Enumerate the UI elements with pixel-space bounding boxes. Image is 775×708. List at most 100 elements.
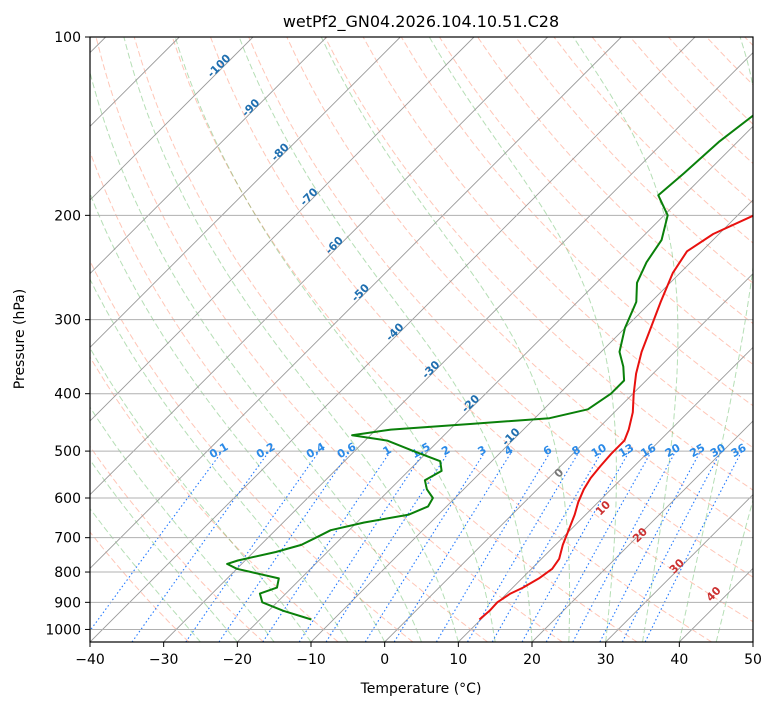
isotherm-line bbox=[90, 37, 622, 569]
mixing-ratio-line bbox=[572, 450, 677, 642]
x-tick-label: −30 bbox=[149, 652, 179, 668]
x-axis-ticks: −40 −30 −20 −10 0 10 20 30 40 50 bbox=[75, 642, 762, 668]
plot-frame bbox=[89, 36, 754, 643]
y-tick-label: 800 bbox=[54, 565, 81, 581]
isotherm-line bbox=[605, 494, 753, 642]
mixing-ratio-label: 0.6 bbox=[335, 440, 359, 461]
x-tick-label: 30 bbox=[597, 652, 615, 668]
mixing-ratio-line bbox=[644, 450, 743, 642]
dry-adiabat bbox=[400, 37, 753, 407]
dry-adiabat bbox=[744, 37, 753, 47]
isotherm-line bbox=[90, 37, 327, 275]
mixing-ratio-line bbox=[393, 450, 513, 642]
x-tick-label: 40 bbox=[670, 652, 688, 668]
profile-series bbox=[226, 114, 753, 621]
isotherm-line bbox=[90, 37, 475, 422]
isotherm-line bbox=[679, 567, 753, 642]
y-tick-label: 700 bbox=[54, 531, 81, 547]
dry-adiabat bbox=[515, 37, 753, 284]
x-tick-label: −20 bbox=[223, 652, 253, 668]
isotherm-label: -90 bbox=[239, 96, 262, 119]
mixing-ratio-label: 36 bbox=[729, 441, 749, 460]
y-tick-label: 300 bbox=[54, 313, 81, 329]
dry-adiabat bbox=[210, 37, 753, 623]
y-axis-ticks: 100 200 300 400 500 600 700 800 900 1000 bbox=[45, 30, 90, 638]
isotherm-line bbox=[384, 273, 753, 642]
mixing-ratio-label: 0.4 bbox=[304, 440, 328, 461]
mixing-ratio-line bbox=[545, 450, 653, 642]
mixing-ratio-line bbox=[325, 450, 450, 642]
isotherm-line bbox=[90, 37, 696, 642]
y-tick-label: 900 bbox=[54, 595, 81, 611]
moist-adiabat bbox=[90, 406, 275, 642]
isotherm-line bbox=[90, 37, 254, 201]
moist-adiabat bbox=[90, 507, 201, 642]
dry-adiabat bbox=[668, 37, 753, 125]
mixing-ratio-line bbox=[131, 450, 270, 642]
x-tick-label: 10 bbox=[449, 652, 467, 668]
isotherm-label: -100 bbox=[205, 51, 234, 80]
pressure-grid bbox=[90, 37, 753, 630]
mixing-ratio-line bbox=[262, 450, 392, 642]
mixing-ratio-label: 10 bbox=[589, 441, 609, 460]
dry-adiabat bbox=[90, 531, 190, 642]
isotherm-label: -80 bbox=[269, 140, 292, 163]
mixing-ratio-label: 6 bbox=[541, 443, 554, 458]
isotherm-label: -20 bbox=[459, 392, 482, 415]
mixing-ratio-label: 20 bbox=[663, 441, 683, 460]
moist-adiabat bbox=[572, 37, 679, 642]
dry-adiabat bbox=[90, 259, 414, 642]
isotherm-line bbox=[752, 641, 753, 642]
moist-adiabat bbox=[320, 37, 571, 642]
mixing-ratio-line bbox=[435, 450, 552, 642]
mixing-ratio-label: 4 bbox=[502, 443, 515, 458]
mixing-ratio-line bbox=[218, 450, 351, 642]
dewpoint-line bbox=[226, 114, 753, 621]
y-tick-label: 400 bbox=[54, 387, 81, 403]
x-tick-label: −40 bbox=[75, 652, 105, 668]
dry-adiabat bbox=[95, 37, 563, 642]
isotherm-line bbox=[531, 420, 753, 642]
isotherm-line bbox=[237, 125, 753, 642]
y-axis-label: Pressure (hPa) bbox=[12, 289, 28, 389]
moist-adiabat bbox=[238, 37, 533, 642]
temperature-line bbox=[478, 214, 753, 621]
moist-adiabat bbox=[428, 37, 617, 642]
isotherm-label: -10 bbox=[499, 425, 522, 448]
moist-adiabat bbox=[90, 347, 312, 642]
mixing-ratio-label: 13 bbox=[616, 441, 636, 460]
mixing-ratio-label: 25 bbox=[688, 441, 708, 460]
moist-adiabat bbox=[90, 459, 238, 642]
chart-title: wetPf2_GN04.2026.104.10.51.C28 bbox=[283, 12, 559, 32]
moist-adiabat bbox=[90, 70, 422, 642]
mixing-ratio-line bbox=[90, 450, 223, 632]
moist-adiabat-label: 30 bbox=[667, 556, 687, 576]
dry-adiabat bbox=[90, 356, 339, 642]
isotherm-line bbox=[310, 199, 753, 642]
y-tick-label: 200 bbox=[54, 208, 81, 224]
dry-adiabat bbox=[171, 37, 712, 642]
dry-adiabat bbox=[133, 37, 638, 642]
moist-adiabat bbox=[90, 278, 349, 642]
y-tick-label: 100 bbox=[54, 30, 81, 46]
moist-adiabat bbox=[715, 497, 753, 642]
isotherm-label: -50 bbox=[349, 281, 372, 304]
isotherm-line bbox=[90, 37, 548, 496]
background-lines bbox=[90, 37, 753, 642]
mixing-ratio-label: 0.1 bbox=[207, 440, 230, 461]
x-tick-label: 0 bbox=[380, 652, 389, 668]
isotherm-line bbox=[458, 346, 753, 642]
x-tick-label: −10 bbox=[296, 652, 326, 668]
y-tick-label: 1000 bbox=[45, 622, 81, 638]
dry-adiabat bbox=[90, 445, 264, 642]
isotherm-labels: -100-90-80-70-60-50-40-30-20-100.1 0.2 0.4… bbox=[205, 51, 749, 604]
mixing-ratio-line bbox=[298, 450, 425, 642]
isotherm-label: -60 bbox=[323, 234, 346, 257]
dry-adiabat bbox=[248, 37, 753, 578]
moist-adiabat bbox=[678, 37, 753, 642]
isotherm-label: -70 bbox=[297, 185, 320, 208]
dry-adiabat bbox=[706, 37, 753, 86]
mixing-ratio-line bbox=[521, 450, 630, 642]
dry-adiabat bbox=[438, 37, 753, 366]
mixing-ratio-label: 16 bbox=[639, 441, 659, 460]
